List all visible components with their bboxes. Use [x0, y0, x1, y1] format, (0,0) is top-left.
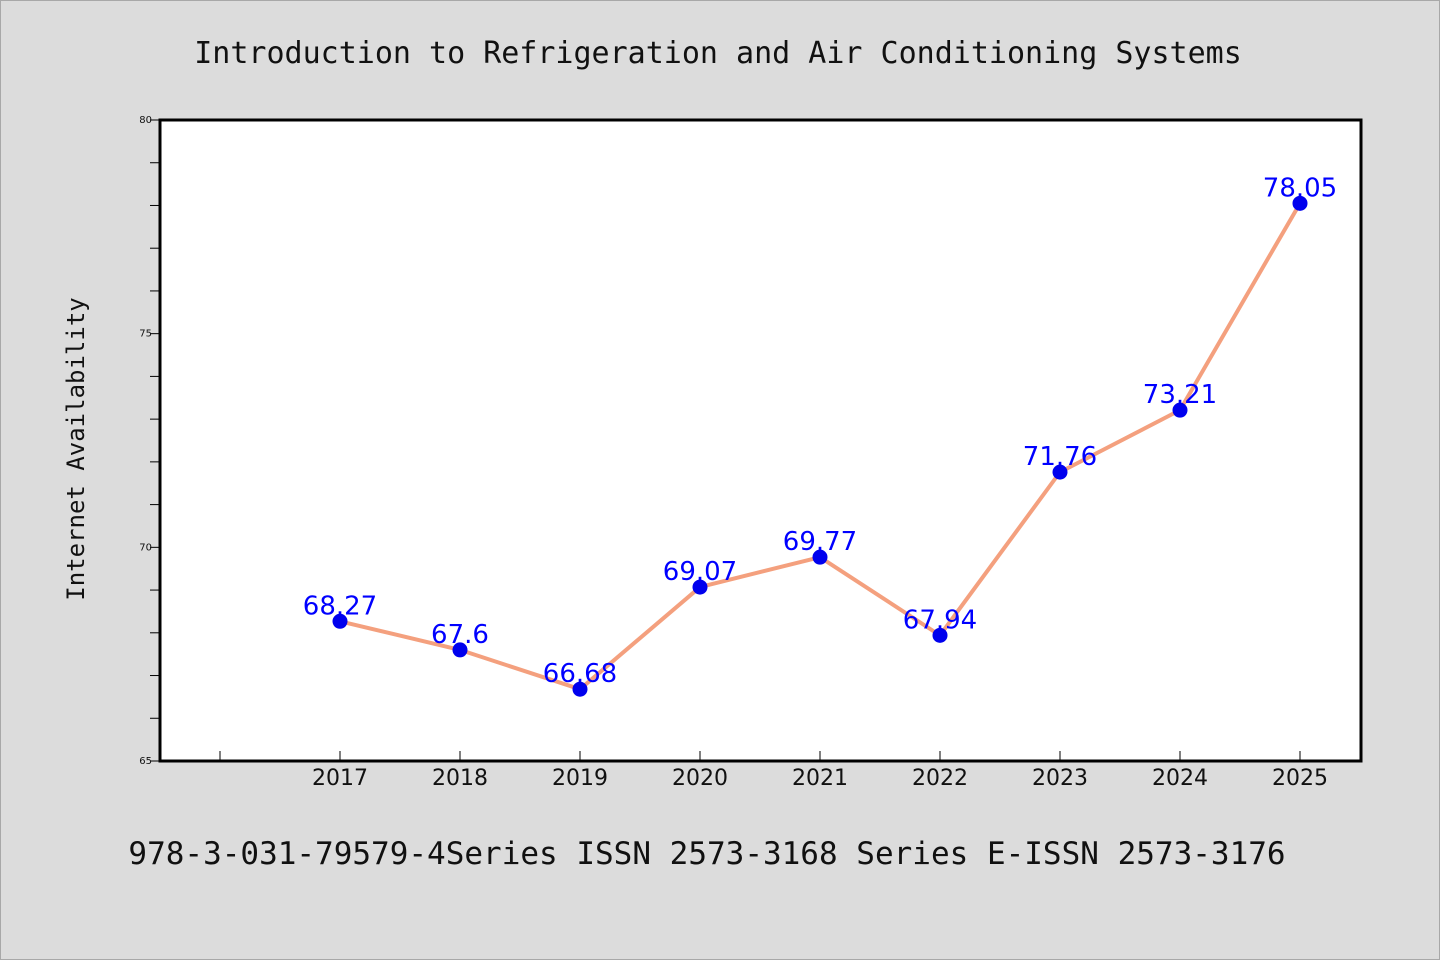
- data-point-marker: [1292, 195, 1308, 211]
- data-label: 73.21: [1143, 380, 1217, 410]
- data-label: 67.6: [431, 620, 489, 650]
- data-point-marker: [572, 681, 588, 697]
- chart-title: Introduction to Refrigeration and Air Co…: [194, 36, 1242, 71]
- x-tick-label: 2024: [1152, 766, 1208, 791]
- data-label: 68.27: [303, 591, 377, 621]
- y-tick-label: 75: [139, 329, 152, 340]
- x-tick-label: 2017: [312, 766, 368, 791]
- x-tick-label: 2019: [552, 766, 608, 791]
- data-label: 69.07: [663, 557, 737, 587]
- data-point-marker: [932, 627, 948, 643]
- data-label: 67.94: [903, 605, 977, 635]
- y-tick-label: 70: [139, 542, 152, 553]
- y-tick-label: 80: [139, 115, 152, 126]
- y-axis-label: Internet Availability: [62, 297, 90, 600]
- plot-area: [158, 118, 1363, 763]
- data-point-marker: [812, 549, 828, 565]
- data-point-marker: [1172, 402, 1188, 418]
- footer-note: 978-3-031-79579-4Series ISSN 2573-3168 S…: [128, 836, 1285, 872]
- x-tick-label: 2023: [1032, 766, 1088, 791]
- data-label: 69.77: [783, 527, 857, 557]
- y-tick-label: 65: [139, 756, 152, 767]
- y-axis: 65 70 75 80: [139, 115, 160, 767]
- data-label: 66.68: [543, 659, 617, 689]
- data-point-marker: [1052, 464, 1068, 480]
- data-point-marker: [332, 613, 348, 629]
- x-axis: 2017 2018 2019 2020 2021 2022 2023 2024 2025: [219, 751, 1328, 791]
- x-tick-label: 2025: [1272, 766, 1328, 791]
- x-tick-label: 2020: [672, 766, 728, 791]
- x-tick-label: 2021: [792, 766, 848, 791]
- series-layer: 68.27 67.6 66.68 69.07 69.77 67.94 71.76 73.21 7…: [303, 173, 1337, 697]
- data-label: 78.05: [1263, 173, 1337, 203]
- x-tick-label: 2022: [912, 766, 968, 791]
- x-tick-label: 2018: [432, 766, 488, 791]
- data-point-marker: [452, 642, 468, 658]
- data-label: 71.76: [1023, 442, 1097, 472]
- data-point-marker: [692, 579, 708, 595]
